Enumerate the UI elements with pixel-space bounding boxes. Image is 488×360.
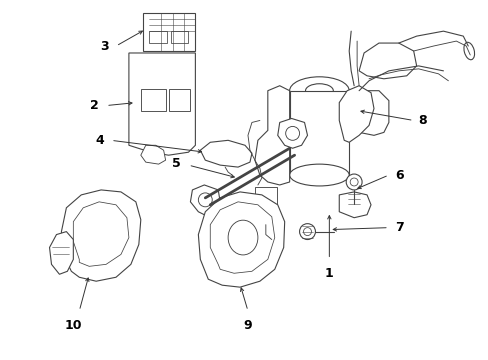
Ellipse shape <box>198 193 212 207</box>
Polygon shape <box>141 145 165 164</box>
Polygon shape <box>190 185 220 215</box>
Polygon shape <box>61 190 141 281</box>
Polygon shape <box>339 192 370 218</box>
Polygon shape <box>129 53 195 155</box>
Text: 1: 1 <box>325 267 333 280</box>
Text: 2: 2 <box>90 99 99 112</box>
Ellipse shape <box>305 84 333 98</box>
Ellipse shape <box>285 126 299 140</box>
Text: 3: 3 <box>100 40 109 53</box>
Polygon shape <box>358 43 416 79</box>
Bar <box>254 187 276 205</box>
Polygon shape <box>49 231 73 274</box>
Ellipse shape <box>289 164 348 186</box>
Ellipse shape <box>289 77 348 105</box>
Polygon shape <box>142 13 195 51</box>
Text: 8: 8 <box>418 114 427 127</box>
Polygon shape <box>200 140 251 167</box>
Bar <box>254 207 276 225</box>
Text: 7: 7 <box>394 221 403 234</box>
Ellipse shape <box>228 220 257 255</box>
Polygon shape <box>254 86 289 185</box>
Text: 6: 6 <box>394 168 403 181</box>
Ellipse shape <box>346 174 361 190</box>
Ellipse shape <box>349 178 357 186</box>
Ellipse shape <box>463 42 473 60</box>
Ellipse shape <box>299 224 315 239</box>
Bar <box>170 31 188 43</box>
Text: 9: 9 <box>243 319 252 332</box>
Bar <box>289 91 348 175</box>
Text: 10: 10 <box>64 319 82 332</box>
Text: 4: 4 <box>95 134 104 147</box>
Polygon shape <box>73 202 129 266</box>
Polygon shape <box>277 118 307 148</box>
Polygon shape <box>339 86 373 142</box>
Polygon shape <box>210 202 274 273</box>
Polygon shape <box>198 192 284 287</box>
Text: 5: 5 <box>171 157 180 170</box>
Bar <box>148 31 166 43</box>
Ellipse shape <box>303 228 311 235</box>
Bar <box>168 89 190 111</box>
Bar <box>141 89 165 111</box>
Polygon shape <box>348 91 388 135</box>
